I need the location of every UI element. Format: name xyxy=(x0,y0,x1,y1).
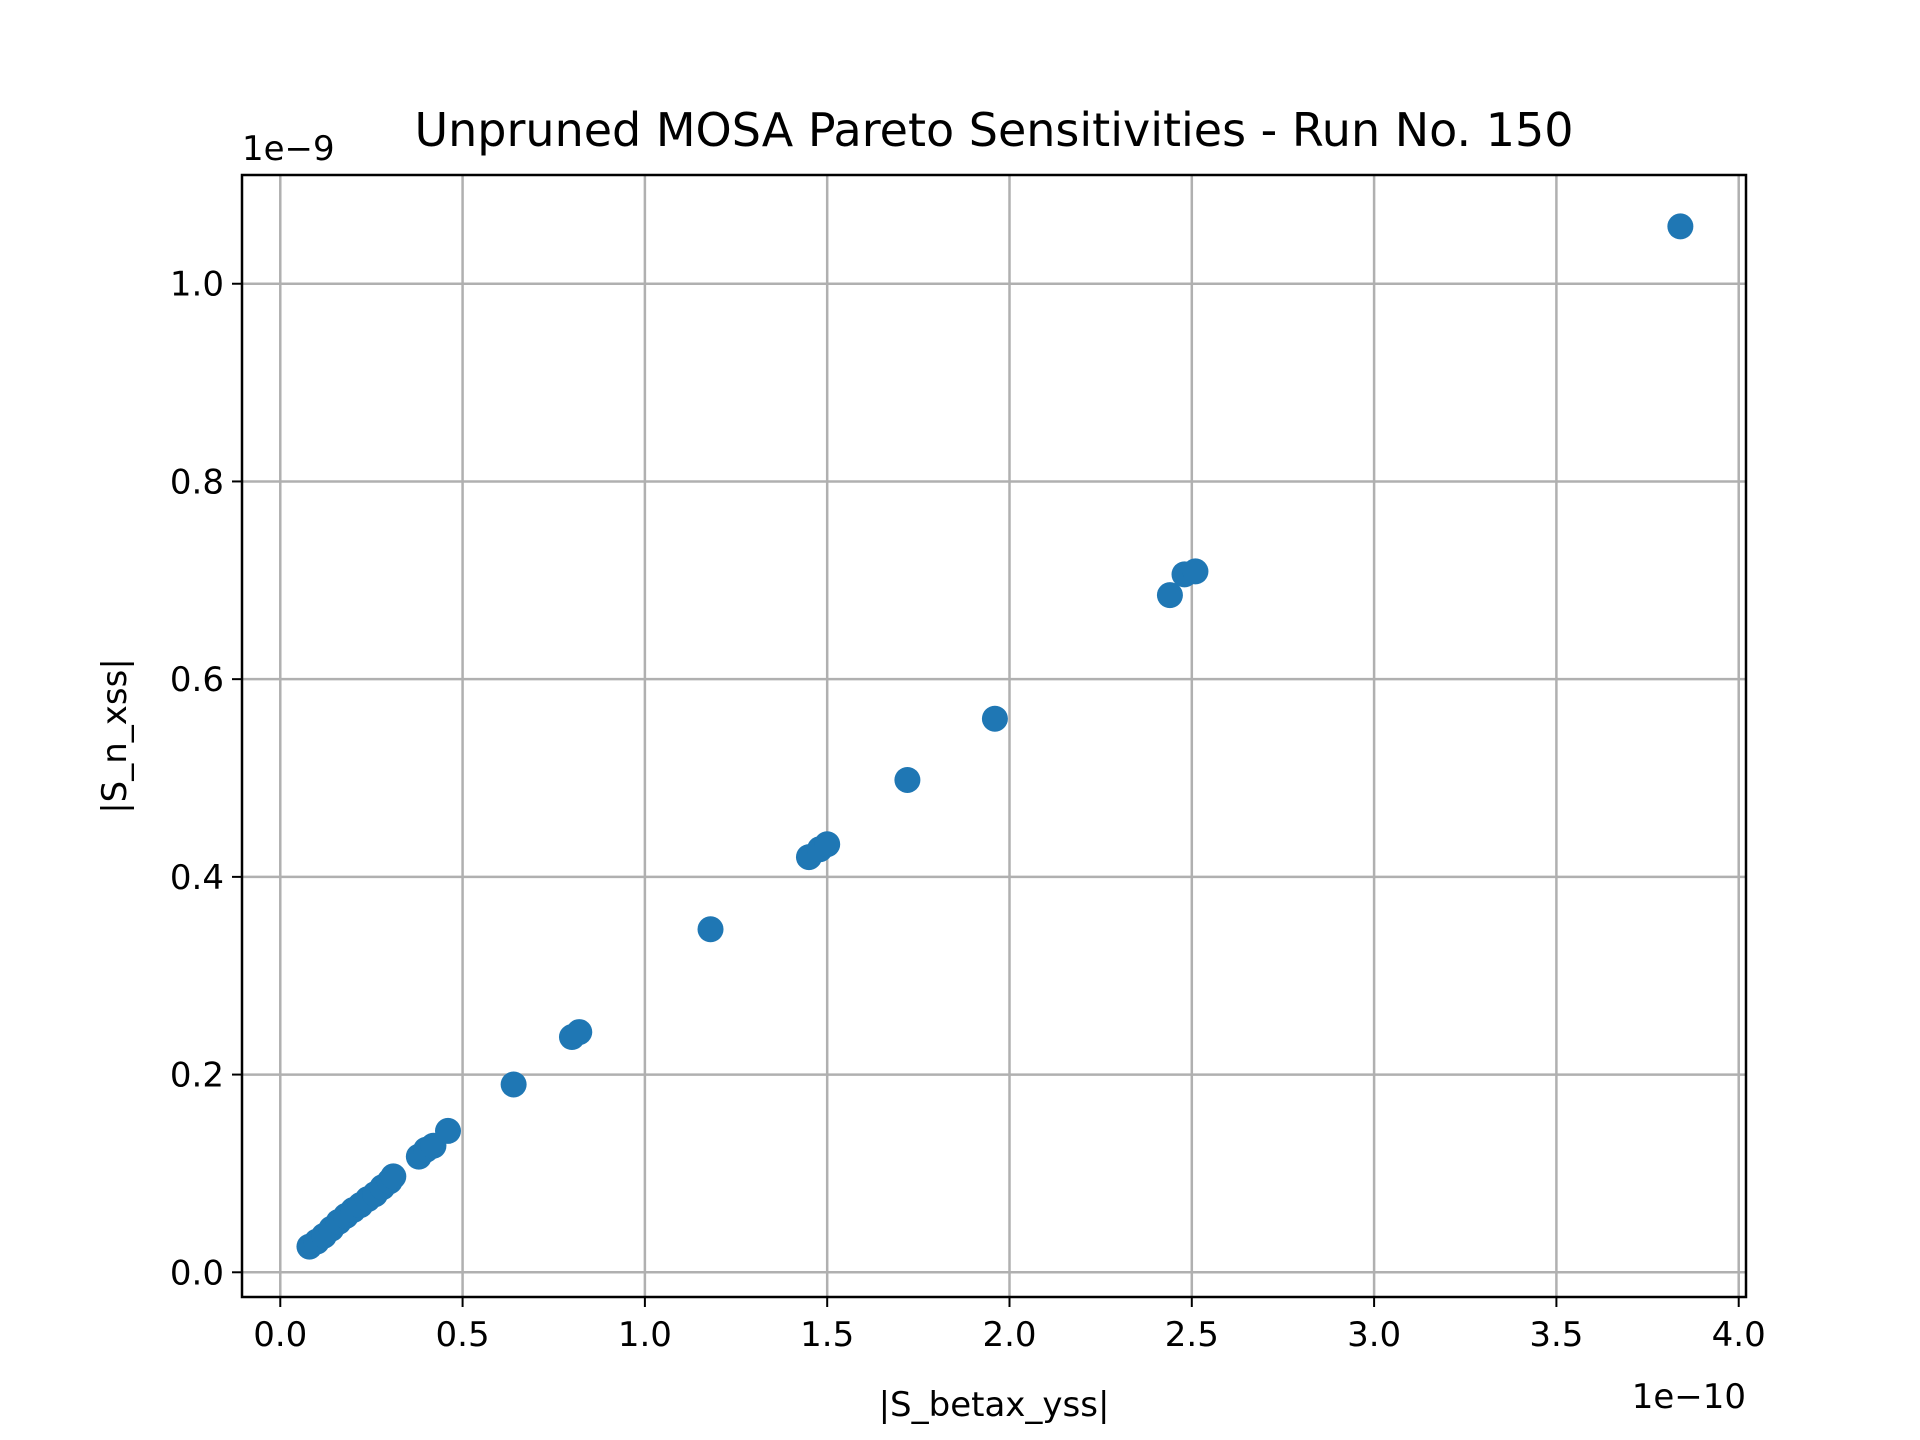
grid xyxy=(242,175,1746,1297)
ticks: 0.0 0.5 1.0 1.5 2.0 2.5 3.0 3.5 4.0 0.0 0.2 0.4 0.6 0… xyxy=(170,265,1766,1355)
x-tick-label: 1.5 xyxy=(800,1315,854,1355)
y-tick-label: 0.2 xyxy=(170,1056,224,1096)
x-tick-label: 2.5 xyxy=(1165,1315,1219,1355)
data-points xyxy=(296,213,1694,1260)
plot-area xyxy=(242,175,1746,1297)
x-tick-label: 1.0 xyxy=(618,1315,672,1355)
data-point xyxy=(566,1019,593,1046)
data-point xyxy=(1156,582,1183,609)
y-axis-label: |S_n_xss| xyxy=(95,658,135,814)
y-tick-label: 0.4 xyxy=(170,858,224,898)
axes-frame xyxy=(240,173,1748,1299)
data-point xyxy=(500,1071,527,1098)
data-point xyxy=(894,766,921,793)
chart-title: Unpruned MOSA Pareto Sensitivities - Run… xyxy=(414,103,1573,157)
x-tick-label: 4.0 xyxy=(1712,1315,1766,1355)
y-tick-label: 0.8 xyxy=(170,462,224,502)
data-point xyxy=(981,705,1008,732)
data-point xyxy=(1667,213,1694,240)
x-tick-label: 2.0 xyxy=(982,1315,1036,1355)
x-axis-label: |S_betax_yss| xyxy=(879,1385,1110,1425)
y-tick-label: 0.0 xyxy=(170,1253,224,1293)
data-point xyxy=(1182,558,1209,585)
y-tick-label: 0.6 xyxy=(170,660,224,700)
data-point xyxy=(435,1117,462,1144)
x-tick-label: 0.5 xyxy=(436,1315,490,1355)
x-tick-label: 0.0 xyxy=(253,1315,307,1355)
x-tick-label: 3.5 xyxy=(1529,1315,1583,1355)
data-point xyxy=(697,916,724,943)
y-offset-label: 1e−9 xyxy=(242,129,335,169)
data-point xyxy=(814,831,841,858)
x-offset-label: 1e−10 xyxy=(1632,1377,1746,1417)
y-tick-label: 1.0 xyxy=(170,265,224,305)
x-tick-label: 3.0 xyxy=(1347,1315,1401,1355)
data-point xyxy=(380,1163,407,1190)
